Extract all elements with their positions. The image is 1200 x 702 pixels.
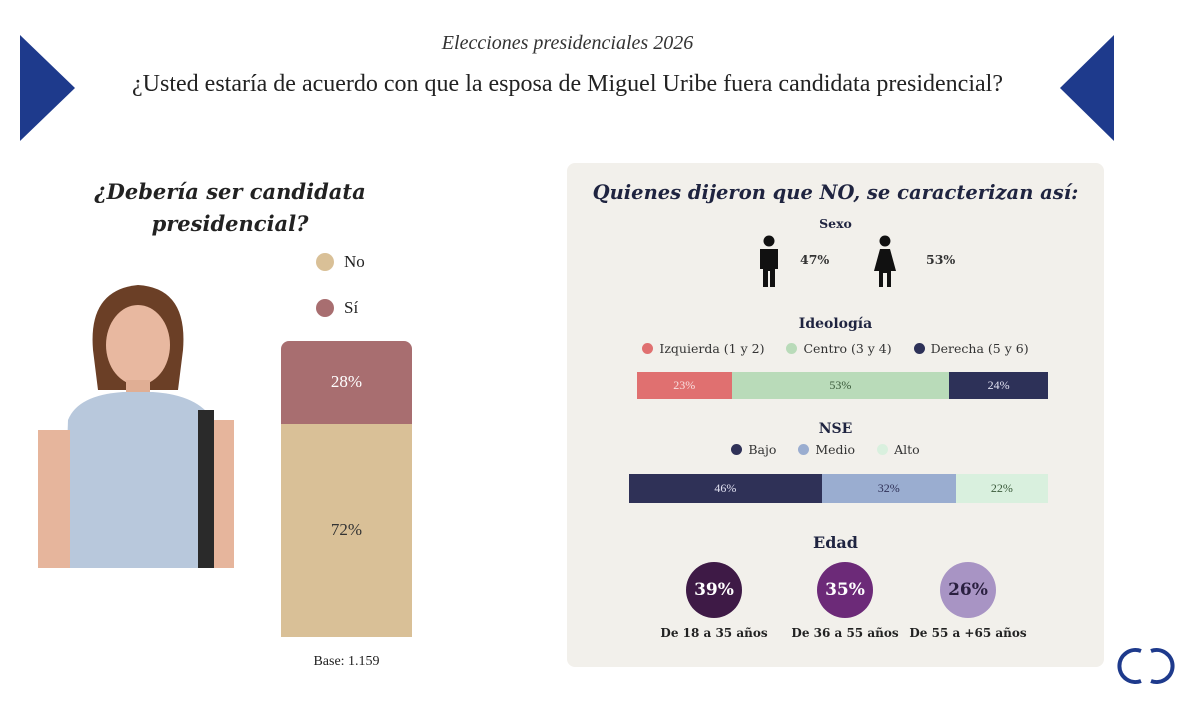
nse-title: NSE xyxy=(818,421,853,437)
left-chart-title: ¿Debería ser candidata presidencial? xyxy=(94,179,366,236)
legend-centro: Centro (3 y 4) xyxy=(786,341,892,356)
ideologia-bar: 23% 53% 24% xyxy=(637,372,1048,399)
legend-si: Sí xyxy=(316,298,358,318)
nse-legend: Bajo Medio Alto xyxy=(557,442,1094,457)
next-arrow-icon[interactable] xyxy=(1060,35,1114,141)
base-note: Base: 1.159 xyxy=(313,654,380,669)
woman-icon xyxy=(874,235,896,287)
panel-title: Quienes dijeron que NO, se caracterizan … xyxy=(592,181,1079,204)
nse-segment-alto: 22% xyxy=(955,474,1048,503)
ideologia-title: Ideología xyxy=(798,316,873,332)
age-circle-18-35: 39% xyxy=(686,562,742,618)
question-title: ¿Usted estaría de acuerdo con que la esp… xyxy=(132,71,1003,97)
age-label-18-35: De 18 a 35 años xyxy=(660,626,768,640)
ideologia-segment-derecha: 24% xyxy=(949,372,1048,399)
stacked-bar: 28% 72% xyxy=(281,341,412,637)
sexo-title: Sexo xyxy=(819,216,852,231)
ideologia-segment-izquierda: 23% xyxy=(637,372,732,399)
ideologia-segment-centro: 53% xyxy=(731,372,950,399)
edad-title: Edad xyxy=(813,533,858,552)
legend-izquierda: Izquierda (1 y 2) xyxy=(642,341,764,356)
legend-medio: Medio xyxy=(798,442,855,457)
man-percent: 47% xyxy=(800,252,830,267)
legend-alto: Alto xyxy=(877,442,920,457)
age-circle-55-65: 26% xyxy=(940,562,996,618)
age-label-55-65: De 55 a +65 años xyxy=(909,626,1027,640)
legend-dot-no xyxy=(316,253,334,271)
subtitle: Elecciones presidenciales 2026 xyxy=(441,32,694,54)
age-label-36-55: De 36 a 55 años xyxy=(791,626,899,640)
woman-percent: 53% xyxy=(926,252,956,267)
legend-no: No xyxy=(316,252,365,272)
man-icon xyxy=(760,235,778,287)
legend-label-no: No xyxy=(344,252,365,271)
brand-logo xyxy=(1117,648,1175,684)
nse-bar: 46% 32% 22% xyxy=(629,474,1048,503)
no-profile-panel: Quienes dijeron que NO, se caracterizan … xyxy=(567,163,1104,667)
age-circle-36-55: 35% xyxy=(817,562,873,618)
legend-dot-si xyxy=(316,299,334,317)
ideologia-legend: Izquierda (1 y 2) Centro (3 y 4) Derecha… xyxy=(567,341,1104,356)
nse-segment-bajo: 46% xyxy=(629,474,822,503)
bar-segment-si: 28% xyxy=(281,341,412,424)
nse-segment-medio: 32% xyxy=(821,474,956,503)
bar-segment-no: 72% xyxy=(281,423,412,637)
legend-label-si: Sí xyxy=(344,298,359,317)
candidate-photo xyxy=(38,285,234,568)
legend-bajo: Bajo xyxy=(731,442,776,457)
legend-derecha: Derecha (5 y 6) xyxy=(913,341,1029,356)
prev-arrow-icon[interactable] xyxy=(20,35,75,141)
